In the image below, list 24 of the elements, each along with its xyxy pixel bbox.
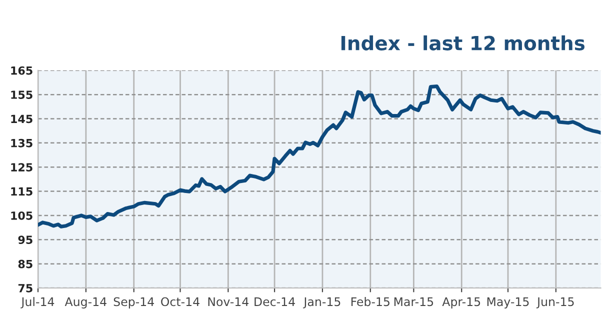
- x-tick-label: Jan-15: [303, 297, 340, 308]
- x-tick-label: Oct-14: [161, 297, 200, 306]
- x-tick-label: Nov-14: [208, 297, 249, 306]
- x-tick-label: Apr-15: [442, 297, 480, 308]
- y-tick-label: 95: [18, 236, 32, 244]
- y-tick-label: 145: [11, 114, 32, 124]
- y-tick-label: 135: [11, 138, 32, 148]
- y-tick-label: 105: [11, 211, 32, 220]
- x-tick-label: Aug-14: [64, 297, 106, 308]
- x-tick-label: Sep-14: [114, 297, 154, 308]
- x-tick-label: Dec-14: [254, 297, 295, 306]
- y-tick-label: 155: [11, 90, 32, 99]
- y-tick-label: 85: [18, 260, 32, 268]
- y-tick-label: 115: [11, 187, 32, 196]
- y-tick-label: 125: [11, 163, 32, 172]
- y-tick-label: 75: [18, 284, 32, 292]
- x-tick-label: Feb-15: [351, 297, 390, 306]
- x-tick-label: Jun-15: [536, 297, 574, 308]
- x-tick-label: Jul-14: [20, 297, 54, 308]
- chart-title: Index - last 12 months: [341, 35, 584, 50]
- x-tick-label: Mar-15: [394, 297, 434, 306]
- x-tick-label: May-15: [487, 297, 529, 308]
- line-series: [38, 84, 601, 228]
- y-tick-label: 165: [11, 66, 32, 75]
